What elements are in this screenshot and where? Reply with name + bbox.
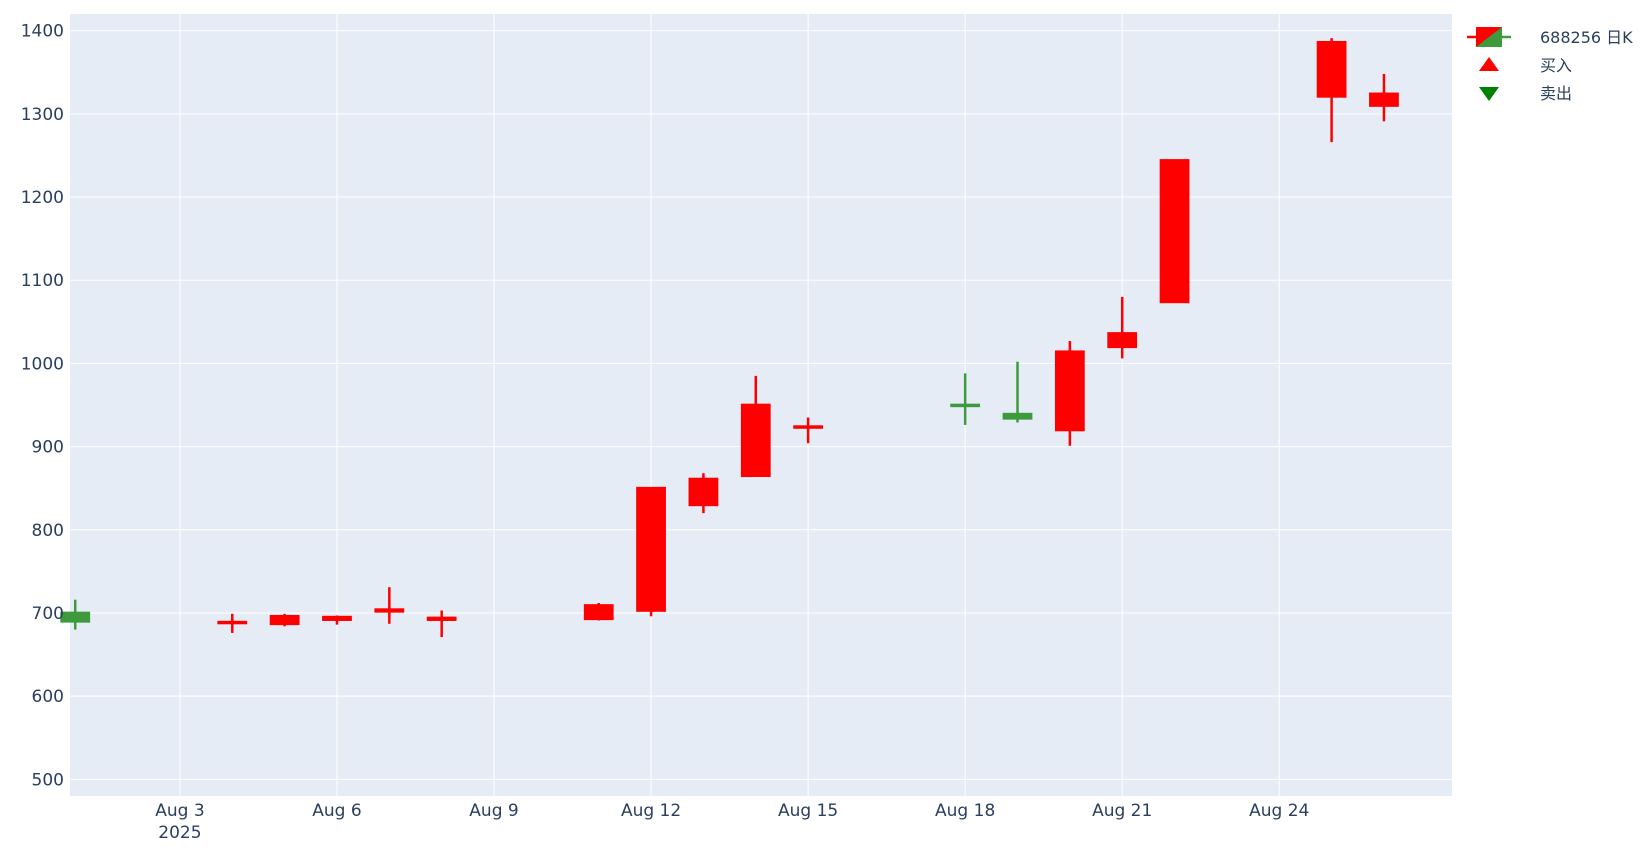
candle-body [636,486,666,612]
legend-label: 688256 日K [1540,28,1633,47]
candle-body [269,614,300,626]
candle-2025-08-06[interactable] [322,615,352,625]
candle-2025-08-12[interactable] [636,486,666,617]
candle-2025-08-13[interactable] [688,473,719,514]
y-tick-label: 500 [32,770,64,790]
legend-label: 卖出 [1540,84,1572,103]
candle-2025-08-26[interactable] [1369,73,1399,122]
y-tick-label: 800 [32,521,64,541]
x-tick-label: Aug 24 [1249,801,1309,821]
legend-item-0[interactable]: 688256 日K [1467,27,1633,47]
legend-item-2[interactable]: 卖出 [1479,84,1572,103]
candle-body [426,616,457,621]
candle-body [1369,92,1399,107]
candle-body [950,403,981,408]
legend-item-1[interactable]: 买入 [1479,56,1572,75]
y-axis-ticks: 500 600 700 800 900 1000 1100 1200 1300 1400 [21,22,64,791]
x-tick-label: Aug 12 [621,801,681,821]
candle-body [322,615,352,621]
y-tick-label: 1200 [21,188,64,208]
candle-body [217,620,248,625]
candle-body [740,403,771,478]
candle-2025-08-21[interactable] [1107,296,1138,359]
x-tick-label: Aug 18 [935,801,995,821]
candle-2025-08-14[interactable] [740,375,771,478]
candle-body [374,608,405,613]
candle-2025-08-08[interactable] [426,610,457,638]
candle-body [1107,332,1138,349]
x-tick-label: Aug 6 [312,801,361,821]
x-tick-label: Aug 9 [469,801,518,821]
y-tick-label: 1400 [21,22,64,42]
candle-2025-08-11[interactable] [583,602,614,621]
y-tick-label: 700 [32,604,64,624]
legend-label: 买入 [1540,56,1572,75]
buy-triangle-icon [1479,57,1499,71]
legend-candle-down [1476,27,1502,47]
candle-body [1054,350,1085,432]
candle-2025-08-20[interactable] [1054,340,1085,446]
candle-2025-08-22[interactable] [1159,159,1190,304]
x-tick-label: Aug 3 [155,801,204,821]
y-tick-label: 900 [32,438,64,458]
candle-2025-08-18[interactable] [950,373,981,425]
candle-2025-08-04[interactable] [217,613,248,633]
x-tick-year-label: 2025 [158,823,201,843]
candle-body [1316,40,1347,98]
x-tick-label: Aug 21 [1092,801,1152,821]
y-tick-label: 1100 [21,271,64,291]
candle-body [583,604,614,621]
y-tick-label: 1000 [21,354,64,374]
candles [60,38,1399,638]
candle-body [1159,159,1190,304]
candle-body [1002,412,1033,420]
sell-triangle-icon [1479,87,1499,101]
candle-2025-08-25[interactable] [1316,38,1347,143]
candle-2025-08-19[interactable] [1002,361,1033,423]
candle-2025-08-01[interactable] [60,599,91,630]
grid-lines [70,14,1452,796]
candle-2025-08-15[interactable] [793,417,824,444]
y-tick-label: 600 [32,687,64,707]
y-tick-label: 1300 [21,105,64,125]
candle-2025-08-07[interactable] [374,587,405,624]
candle-body [793,425,824,429]
candle-body [688,477,719,507]
candle-body [60,611,91,623]
x-tick-label: Aug 15 [778,801,838,821]
candle-2025-08-05[interactable] [269,613,300,627]
